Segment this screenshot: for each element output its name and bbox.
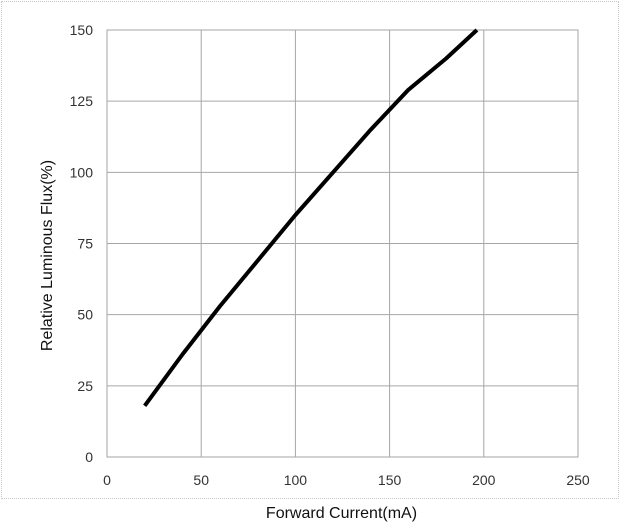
plot-area [106, 29, 579, 458]
x-tick-label: 250 [566, 472, 590, 488]
x-tick-label: 150 [378, 472, 402, 488]
y-axis-title: Relative Luminous Flux(%) [39, 160, 56, 351]
x-tick-label: 100 [284, 472, 308, 488]
x-tick-label: 200 [472, 472, 496, 488]
y-tick-label: 125 [70, 93, 94, 109]
y-tick-labels: 0 25 50 75 100 125 150 [70, 22, 94, 465]
x-tick-label: 50 [193, 472, 209, 488]
x-axis-title: Forward Current(mA) [266, 505, 417, 522]
y-tick-label: 100 [70, 164, 94, 180]
y-tick-label: 50 [77, 307, 93, 323]
y-tick-label: 150 [70, 22, 94, 38]
x-tick-label: 0 [103, 472, 111, 488]
y-tick-label: 75 [77, 236, 93, 252]
y-tick-label: 0 [85, 449, 93, 465]
series-line [143, 28, 479, 407]
x-tick-labels: 0 50 100 150 200 250 [103, 472, 590, 488]
chart-frame [1, 1, 619, 499]
grid-lines [106, 29, 579, 458]
y-tick-label: 25 [77, 378, 93, 394]
